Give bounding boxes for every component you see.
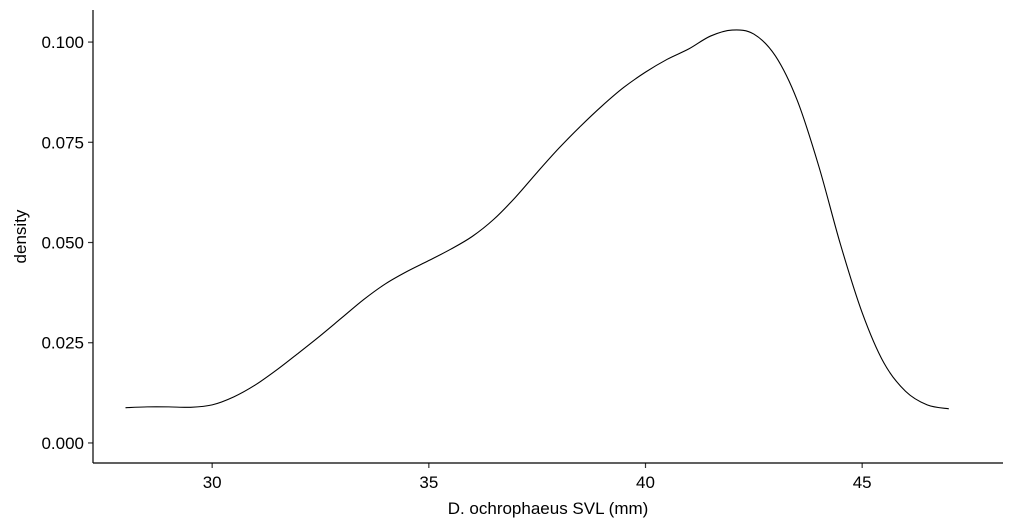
x-axis-title: D. ochrophaeus SVL (mm) <box>448 499 649 518</box>
y-tick-label: 0.100 <box>41 33 84 52</box>
density-curve <box>125 29 949 410</box>
y-axis-ticks: 0.000 0.025 0.050 0.075 0.100 <box>41 33 93 453</box>
density-series <box>125 29 949 410</box>
x-tick-label: 30 <box>203 473 222 492</box>
x-tick-label: 35 <box>419 473 438 492</box>
x-tick-label: 45 <box>853 473 872 492</box>
y-axis-title: density <box>11 209 30 263</box>
x-tick-label: 40 <box>636 473 655 492</box>
y-tick-label: 0.075 <box>41 133 84 152</box>
y-tick-label: 0.050 <box>41 234 84 253</box>
x-axis-ticks: 30 35 40 45 <box>203 463 872 492</box>
y-tick-label: 0.000 <box>41 434 84 453</box>
y-tick-label: 0.025 <box>41 334 84 353</box>
